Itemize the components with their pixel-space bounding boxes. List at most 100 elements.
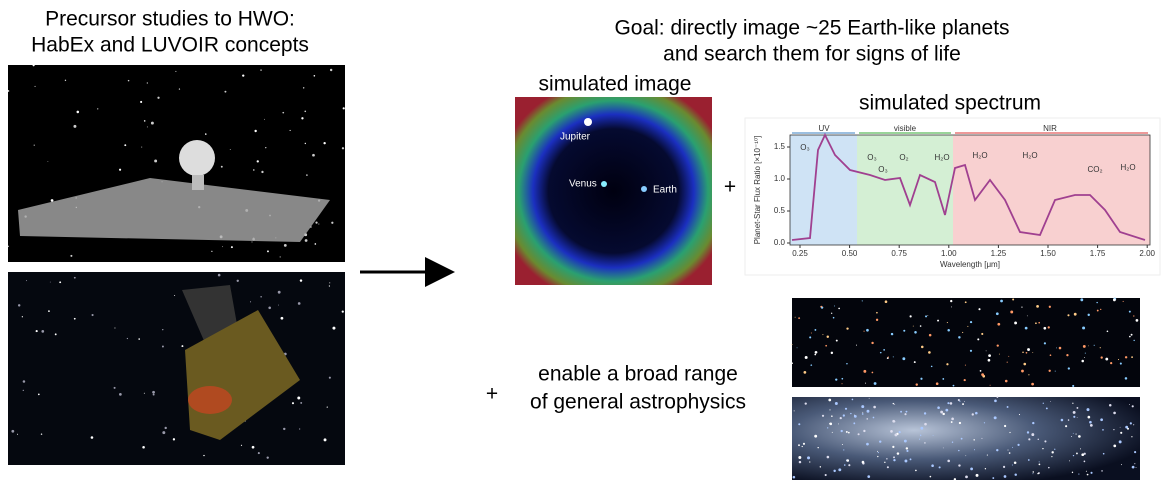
- star: [41, 433, 42, 434]
- star: [852, 399, 854, 401]
- star: [1113, 298, 1116, 301]
- star: [1012, 465, 1013, 466]
- star: [330, 69, 332, 71]
- star: [1014, 322, 1017, 325]
- goal: Goal: directly image ~25 Earth-like plan…: [614, 17, 1009, 40]
- star: [910, 315, 912, 317]
- star: [1068, 367, 1070, 369]
- star: [1037, 473, 1038, 474]
- star: [22, 316, 23, 317]
- star: [846, 431, 848, 433]
- star: [986, 350, 987, 351]
- star: [970, 467, 973, 470]
- star: [842, 383, 843, 384]
- star: [965, 476, 968, 479]
- star: [867, 475, 870, 478]
- slide: Precursor studies to HWO: HabEx and LUVO…: [0, 0, 1164, 482]
- text: enable a broad range: [538, 363, 738, 386]
- star: [798, 456, 801, 459]
- star: [1007, 449, 1008, 450]
- star: [811, 333, 812, 334]
- star: [1051, 456, 1052, 457]
- star: [1050, 354, 1052, 356]
- star: [70, 255, 72, 257]
- star: [877, 451, 878, 452]
- star: [1123, 301, 1124, 302]
- star: [988, 354, 991, 357]
- star: [900, 411, 902, 413]
- star: [1067, 314, 1069, 316]
- star: [1084, 357, 1085, 358]
- star: [807, 456, 810, 459]
- band-label: UV: [818, 124, 830, 133]
- star: [258, 452, 260, 454]
- star: [1027, 315, 1028, 316]
- star: [978, 308, 980, 310]
- star: [1036, 305, 1039, 308]
- star: [925, 315, 927, 317]
- star: [140, 101, 142, 103]
- molecule-label: O₃: [878, 165, 887, 174]
- star: [1100, 418, 1103, 421]
- star: [1014, 473, 1016, 475]
- star: [903, 330, 905, 332]
- star: [863, 370, 866, 373]
- star: [1107, 330, 1109, 332]
- star: [967, 326, 968, 327]
- star: [845, 408, 847, 410]
- star: [970, 350, 972, 352]
- star: [181, 345, 183, 347]
- star: [864, 331, 865, 332]
- star: [804, 371, 807, 374]
- star: [919, 439, 920, 440]
- star: [997, 344, 999, 346]
- star: [1105, 358, 1108, 361]
- star: [1073, 433, 1074, 434]
- star: [1055, 371, 1056, 372]
- star: [951, 306, 952, 307]
- star: [36, 330, 38, 332]
- star: [834, 305, 835, 306]
- star: [831, 352, 833, 354]
- star: [329, 377, 331, 379]
- star: [827, 335, 829, 337]
- star: [1132, 467, 1133, 468]
- star: [822, 334, 823, 335]
- star: [1121, 464, 1122, 465]
- simulated-image: [515, 97, 712, 285]
- star: [1125, 377, 1127, 379]
- planet: [601, 181, 607, 187]
- star: [1039, 461, 1040, 462]
- star: [305, 239, 308, 242]
- star: [301, 117, 303, 119]
- star: [1068, 419, 1070, 421]
- star: [974, 449, 975, 450]
- star: [964, 379, 966, 381]
- star: [1119, 440, 1122, 443]
- star: [1028, 459, 1030, 461]
- star: [283, 428, 285, 430]
- star: [829, 423, 832, 426]
- star: [885, 300, 888, 303]
- star: [1088, 345, 1089, 346]
- star: [831, 415, 833, 417]
- star: [987, 455, 988, 456]
- star: [218, 274, 221, 277]
- star: [141, 147, 142, 148]
- star: [231, 246, 233, 248]
- star: [144, 393, 145, 394]
- star: [1031, 433, 1034, 436]
- star: [8, 90, 10, 92]
- star: [1028, 374, 1029, 375]
- star: [153, 394, 155, 396]
- star: [984, 422, 985, 423]
- star: [802, 446, 803, 447]
- star: [1087, 474, 1089, 476]
- star: [965, 365, 966, 366]
- label: simulated image: [539, 73, 692, 96]
- luvoir-image: [8, 272, 345, 465]
- star: [23, 380, 26, 383]
- star: [1023, 363, 1026, 366]
- star: [1120, 432, 1122, 434]
- star: [1129, 336, 1131, 338]
